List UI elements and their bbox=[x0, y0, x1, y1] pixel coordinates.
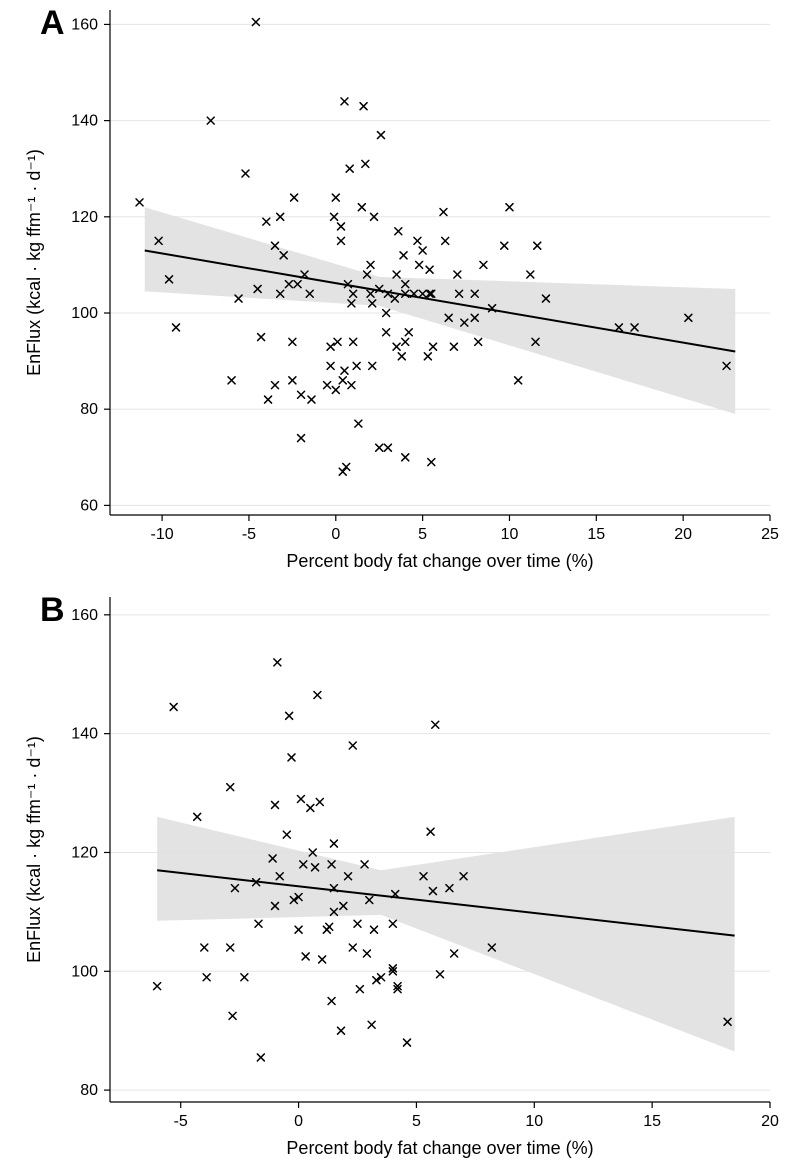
y-tick-label: 80 bbox=[80, 401, 98, 418]
x-tick-label: -5 bbox=[242, 526, 256, 543]
y-tick-label: 120 bbox=[71, 844, 98, 861]
x-axis-label: Percent body fat change over time (%) bbox=[286, 1138, 593, 1158]
x-tick-label: 0 bbox=[331, 526, 340, 543]
panel-letter: A bbox=[40, 4, 65, 42]
panel-b: -5 0 5 10 15 20 80 100 120 140 160 Percent body fat… bbox=[0, 587, 789, 1174]
x-tick-label: -10 bbox=[151, 526, 174, 543]
panel-b-svg: -5 0 5 10 15 20 80 100 120 140 160 Percent body fat… bbox=[0, 587, 789, 1174]
y-tick-label: 140 bbox=[71, 113, 98, 130]
y-axis-label: EnFlux (kcal · kg ffm⁻¹ · d⁻¹) bbox=[24, 149, 44, 376]
y-tick-label: 120 bbox=[71, 209, 98, 226]
y-axis-label: EnFlux (kcal · kg ffm⁻¹ · d⁻¹) bbox=[24, 736, 44, 963]
y-tick-label: 100 bbox=[71, 305, 98, 322]
x-tick-label: 25 bbox=[761, 526, 779, 543]
x-tick-label: -5 bbox=[174, 1113, 188, 1130]
y-tick-label: 100 bbox=[71, 963, 98, 980]
y-tick-label: 80 bbox=[80, 1082, 98, 1099]
x-tick-label: 15 bbox=[587, 526, 605, 543]
x-axis-label: Percent body fat change over time (%) bbox=[286, 551, 593, 571]
x-tick-label: 20 bbox=[761, 1113, 779, 1130]
figure: -10-505101520256080100120140160Percent b… bbox=[0, 0, 789, 1174]
y-tick-label: 60 bbox=[80, 497, 98, 514]
x-tick-label: 0 bbox=[294, 1113, 303, 1130]
x-tick-label: 5 bbox=[418, 526, 427, 543]
panel-a: -10 -5 0 5 10 15 20 25 60 80 100 120 140 160 Percent b… bbox=[0, 0, 789, 587]
x-tick-label: 5 bbox=[412, 1113, 421, 1130]
x-tick-label: 10 bbox=[525, 1113, 543, 1130]
x-tick-label: 15 bbox=[643, 1113, 661, 1130]
panel-letter: B bbox=[40, 591, 65, 629]
x-tick-label: 20 bbox=[674, 526, 692, 543]
panel-a-svg: -10 -5 0 5 10 15 20 25 60 80 100 120 140 160 Percent b… bbox=[0, 0, 789, 587]
y-tick-label: 160 bbox=[71, 16, 98, 33]
y-tick-label: 160 bbox=[71, 607, 98, 624]
x-tick-label: 10 bbox=[501, 526, 519, 543]
y-tick-label: 140 bbox=[71, 726, 98, 743]
